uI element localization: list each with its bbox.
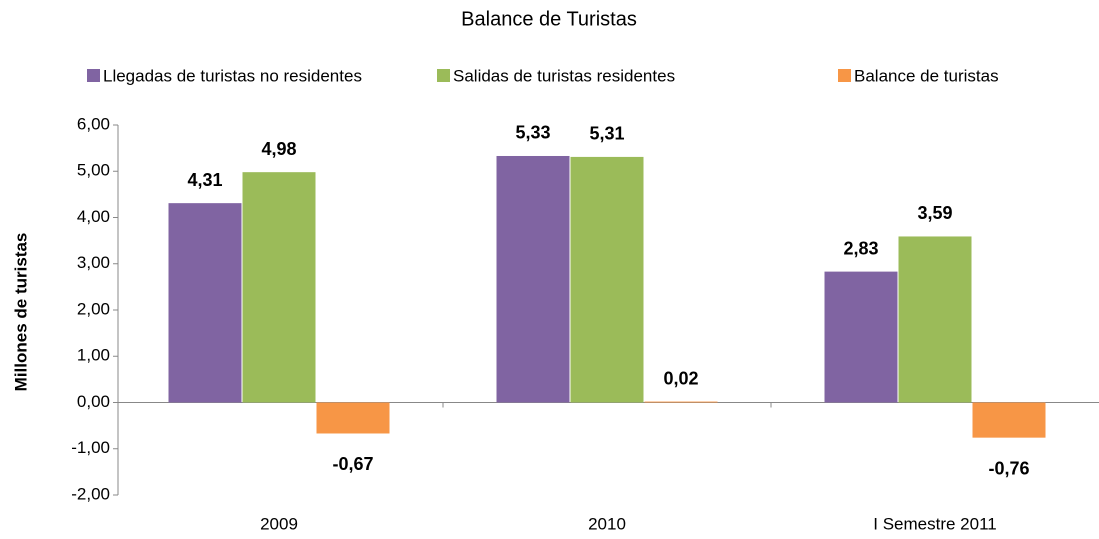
value-label: 4,31: [187, 170, 222, 190]
bar: [570, 156, 644, 403]
y-tick-label: 2,00: [77, 299, 110, 318]
x-tick-label: 2010: [588, 514, 626, 533]
y-tick-label: 1,00: [77, 346, 110, 365]
bar: [644, 401, 718, 403]
y-tick-label: -2,00: [71, 484, 110, 503]
legend-swatch: [838, 69, 851, 82]
bar: [316, 402, 390, 434]
y-tick-label: 3,00: [77, 253, 110, 272]
y-tick-label: 6,00: [77, 114, 110, 133]
legend-swatch: [87, 69, 100, 82]
value-label: 5,31: [589, 124, 624, 144]
bar: [972, 402, 1046, 438]
value-label: -0,67: [332, 454, 373, 474]
bar: [898, 236, 972, 403]
y-tick-label: 5,00: [77, 161, 110, 180]
value-label: 5,33: [515, 123, 550, 143]
y-tick-label: 0,00: [77, 392, 110, 411]
value-label: 4,98: [261, 139, 296, 159]
legend-swatch: [437, 69, 450, 82]
legend-label: Balance de turistas: [854, 66, 999, 85]
y-axis-label: Millones de turistas: [11, 233, 30, 392]
legend-label: Salidas de turistas residentes: [453, 66, 675, 85]
value-label: 0,02: [663, 368, 698, 388]
chart-title: Balance de Turistas: [461, 8, 637, 30]
x-tick-label: 2009: [260, 514, 298, 533]
bar: [168, 203, 242, 403]
x-tick-label: I Semestre 2011: [873, 514, 996, 533]
bar: [496, 155, 570, 403]
bar: [824, 271, 898, 403]
value-label: 2,83: [843, 238, 878, 258]
value-label: 3,59: [917, 203, 952, 223]
y-tick-label: -1,00: [71, 438, 110, 457]
bar: [242, 172, 316, 403]
legend-label: Llegadas de turistas no residentes: [103, 66, 362, 85]
y-tick-label: 4,00: [77, 207, 110, 226]
value-label: -0,76: [988, 458, 1029, 478]
